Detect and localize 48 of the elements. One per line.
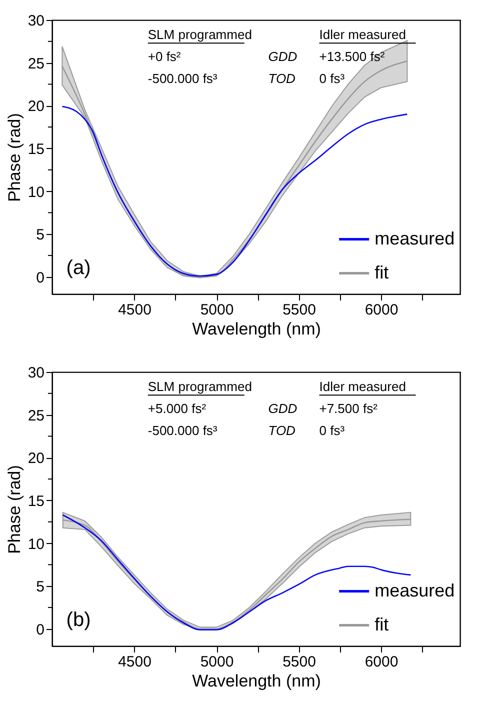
annotation: GDD bbox=[268, 48, 298, 64]
y-tick-label: 5 bbox=[36, 578, 44, 596]
y-tick-label: 10 bbox=[28, 536, 44, 553]
y-axis-title: Phase (rad) bbox=[4, 113, 24, 202]
x-tick-label: 5500 bbox=[282, 654, 316, 670]
annotation: (a) bbox=[66, 256, 91, 279]
annotation: -500.000 fs³ bbox=[148, 422, 218, 438]
y-tick-label: 5 bbox=[36, 226, 44, 244]
legend-label: fit bbox=[374, 262, 389, 282]
annotation: -500.000 fs³ bbox=[148, 70, 218, 86]
annotation: 0 fs³ bbox=[319, 70, 346, 86]
y-tick-label: 20 bbox=[28, 450, 44, 468]
legend-label: fit bbox=[374, 614, 389, 634]
x-axis-title: Wavelength (nm) bbox=[192, 672, 321, 690]
annotation: 0 fs³ bbox=[319, 422, 346, 438]
legend-label: measured bbox=[374, 228, 455, 248]
annotation: +13.500 fs² bbox=[319, 48, 386, 64]
x-tick-label: 6000 bbox=[364, 654, 398, 670]
y-tick-label: 0 bbox=[36, 621, 44, 638]
annotation: (b) bbox=[66, 608, 91, 631]
y-tick-label: 0 bbox=[36, 269, 44, 286]
annotation: GDD bbox=[268, 400, 298, 416]
x-tick-label: 5000 bbox=[200, 302, 234, 318]
annotation: Idler measured bbox=[319, 379, 406, 394]
x-tick-label: 6000 bbox=[364, 302, 398, 318]
annotation: +7.500 fs² bbox=[319, 400, 378, 416]
annotation: +5.000 fs² bbox=[148, 400, 207, 416]
x-tick-label: 4500 bbox=[118, 302, 152, 318]
y-tick-label: 30 bbox=[28, 364, 44, 382]
annotation: SLM programmed bbox=[148, 27, 252, 42]
annotation: Idler measured bbox=[319, 27, 406, 42]
y-tick-label: 30 bbox=[28, 12, 44, 30]
x-tick-label: 5500 bbox=[282, 302, 316, 318]
legend-label: measured bbox=[374, 580, 455, 600]
y-tick-label: 15 bbox=[28, 492, 44, 510]
annotation: SLM programmed bbox=[148, 379, 252, 394]
annotation: +0 fs² bbox=[148, 48, 182, 64]
y-tick-label: 25 bbox=[28, 407, 44, 424]
y-tick-label: 10 bbox=[28, 184, 44, 201]
y-axis-title: Phase (rad) bbox=[4, 465, 24, 554]
y-tick-label: 25 bbox=[28, 55, 44, 72]
x-tick-label: 5000 bbox=[200, 654, 234, 670]
y-tick-label: 20 bbox=[28, 98, 44, 116]
x-axis-title: Wavelength (nm) bbox=[192, 320, 321, 338]
annotation: TOD bbox=[268, 422, 296, 438]
annotation: TOD bbox=[268, 70, 296, 86]
x-tick-label: 4500 bbox=[118, 654, 152, 670]
y-tick-label: 15 bbox=[28, 140, 44, 158]
